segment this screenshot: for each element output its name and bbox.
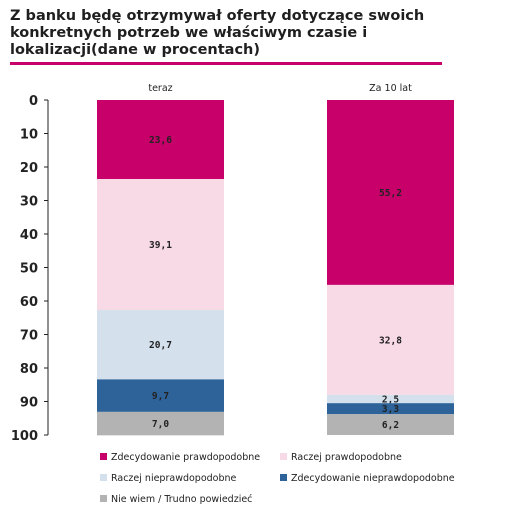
legend-label: Nie wiem / Trudno powiedzieć xyxy=(111,494,253,505)
data-label: 9,7 xyxy=(152,391,169,402)
legend-item: Zdecydowanie nieprawdopodobne xyxy=(280,473,455,484)
legend-swatch xyxy=(100,453,107,460)
y-tick-label: 0 xyxy=(29,94,38,109)
y-tick-label: 100 xyxy=(11,429,38,444)
legend-swatch xyxy=(100,474,107,481)
data-label: 32,8 xyxy=(379,335,402,346)
category-label: Za 10 lat xyxy=(369,83,412,94)
legend-label: Zdecydowanie nieprawdopodobne xyxy=(291,473,455,484)
data-label: 6,2 xyxy=(382,420,399,431)
y-tick-label: 50 xyxy=(20,262,38,277)
data-label: 23,6 xyxy=(149,135,172,146)
bar-segment xyxy=(97,379,224,412)
data-label: 39,1 xyxy=(149,240,172,251)
bar-segment xyxy=(97,179,224,311)
y-tick-label: 40 xyxy=(20,228,38,243)
bar-segment xyxy=(327,394,454,404)
legend-item: Raczej prawdopodobne xyxy=(280,452,402,463)
y-tick-label: 10 xyxy=(20,128,38,143)
data-label: 7,0 xyxy=(152,419,169,430)
legend-label: Raczej prawdopodobne xyxy=(291,452,402,463)
y-tick-label: 30 xyxy=(20,195,38,210)
y-tick-label: 20 xyxy=(20,161,38,176)
chart-title: Z banku będę otrzymywał oferty dotyczące… xyxy=(10,8,425,58)
title-underline xyxy=(10,62,442,65)
legend-swatch xyxy=(100,495,107,502)
stacked-bar-chart: teraz Za 10 lat 0 10 20 30 40 50 60 70 80 90 100 23,6… xyxy=(11,83,454,444)
data-label: 2,5 xyxy=(382,394,399,405)
data-label: 3,3 xyxy=(382,404,399,415)
legend-swatch xyxy=(280,453,287,460)
data-label: 20,7 xyxy=(149,340,172,351)
bar-segment xyxy=(97,310,224,380)
legend-label: Zdecydowanie prawdopodobne xyxy=(111,452,261,463)
legend-item: Zdecydowanie prawdopodobne xyxy=(100,452,260,463)
bar-segment xyxy=(327,414,454,435)
y-tick-label: 60 xyxy=(20,295,38,310)
y-tick-label: 80 xyxy=(20,362,38,377)
bar-segment xyxy=(97,100,224,180)
data-label: 55,2 xyxy=(379,188,402,199)
bar-segment xyxy=(327,100,454,285)
legend-item: Nie wiem / Trudno powiedzieć xyxy=(100,494,252,505)
y-tick-label: 70 xyxy=(20,329,38,344)
y-tick-label: 90 xyxy=(20,396,38,411)
legend-item: Raczej nieprawdopodobne xyxy=(100,473,236,484)
category-label: teraz xyxy=(148,83,172,94)
bar-segment xyxy=(97,411,224,436)
legend-swatch xyxy=(280,474,287,481)
bar-segment xyxy=(327,403,454,415)
legend-label: Raczej nieprawdopodobne xyxy=(111,473,237,484)
bar-segment xyxy=(327,284,454,395)
